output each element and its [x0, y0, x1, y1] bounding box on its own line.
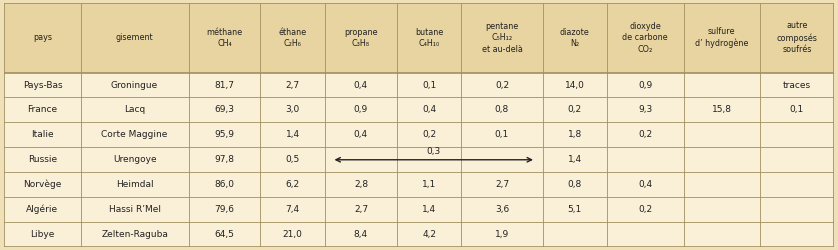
Bar — [4, 122, 834, 147]
Text: méthane
CH₄: méthane CH₄ — [206, 28, 242, 48]
Bar — [4, 3, 834, 72]
Text: Libye: Libye — [30, 230, 54, 239]
Text: Urengoye: Urengoye — [113, 155, 157, 164]
Text: 1,4: 1,4 — [422, 205, 437, 214]
Text: diazote
N₂: diazote N₂ — [560, 28, 590, 48]
Text: 8,4: 8,4 — [354, 230, 368, 239]
Text: 6,2: 6,2 — [286, 180, 300, 189]
Text: 0,9: 0,9 — [354, 106, 368, 114]
Text: 95,9: 95,9 — [215, 130, 235, 139]
Text: 0,2: 0,2 — [639, 205, 652, 214]
Text: France: France — [28, 106, 58, 114]
Text: Russie: Russie — [28, 155, 57, 164]
Text: 0,1: 0,1 — [789, 106, 804, 114]
Text: pentane
C₅H₁₂
et au-delà: pentane C₅H₁₂ et au-delà — [482, 22, 522, 54]
Bar — [4, 197, 834, 222]
Text: 1,4: 1,4 — [286, 130, 300, 139]
Text: Groningue: Groningue — [111, 80, 158, 90]
Text: 1,8: 1,8 — [567, 130, 582, 139]
Text: 0,8: 0,8 — [494, 106, 510, 114]
Text: 9,3: 9,3 — [639, 106, 653, 114]
Text: 1,1: 1,1 — [422, 180, 437, 189]
Text: 2,7: 2,7 — [495, 180, 509, 189]
Text: 14,0: 14,0 — [565, 80, 585, 90]
Text: 0,1: 0,1 — [494, 130, 510, 139]
Text: Zelten-Raguba: Zelten-Raguba — [101, 230, 168, 239]
Text: 69,3: 69,3 — [215, 106, 235, 114]
Text: Lacq: Lacq — [124, 106, 145, 114]
Text: 86,0: 86,0 — [215, 180, 235, 189]
Bar — [4, 222, 834, 247]
Bar — [4, 172, 834, 197]
Text: Italie: Italie — [31, 130, 54, 139]
Text: gisement: gisement — [116, 33, 153, 42]
Text: 7,4: 7,4 — [286, 205, 300, 214]
Text: propane
C₃H₈: propane C₃H₈ — [344, 28, 378, 48]
Text: 0,8: 0,8 — [567, 180, 582, 189]
Text: 15,8: 15,8 — [711, 106, 732, 114]
Text: 0,2: 0,2 — [422, 130, 437, 139]
Text: 0,2: 0,2 — [639, 130, 652, 139]
Text: Algérie: Algérie — [26, 205, 59, 214]
Text: 0,5: 0,5 — [286, 155, 300, 164]
Text: 1,9: 1,9 — [494, 230, 510, 239]
Bar — [4, 98, 834, 122]
Text: autre
composés
soufrés: autre composés soufrés — [777, 22, 817, 54]
Text: 0,9: 0,9 — [639, 80, 653, 90]
Bar — [4, 72, 834, 98]
Text: 0,4: 0,4 — [354, 130, 368, 139]
Text: pays: pays — [33, 33, 52, 42]
Text: 0,3: 0,3 — [427, 147, 441, 156]
Text: 0,4: 0,4 — [639, 180, 652, 189]
Text: 2,7: 2,7 — [286, 80, 300, 90]
Text: 0,4: 0,4 — [354, 80, 368, 90]
Text: 1,4: 1,4 — [567, 155, 582, 164]
Text: dioxyde
de carbone
CO₂: dioxyde de carbone CO₂ — [623, 22, 668, 54]
Text: 21,0: 21,0 — [282, 230, 303, 239]
Text: 0,2: 0,2 — [495, 80, 509, 90]
Text: 2,8: 2,8 — [354, 180, 368, 189]
Text: 0,2: 0,2 — [567, 106, 582, 114]
Text: 81,7: 81,7 — [215, 80, 235, 90]
Text: Heimdal: Heimdal — [116, 180, 153, 189]
Text: Norvège: Norvège — [23, 180, 62, 190]
Text: Corte Maggine: Corte Maggine — [101, 130, 168, 139]
Text: 0,1: 0,1 — [422, 80, 437, 90]
Bar — [4, 147, 834, 172]
Text: éthane
C₂H₆: éthane C₂H₆ — [279, 28, 307, 48]
Text: 3,6: 3,6 — [494, 205, 510, 214]
Text: 79,6: 79,6 — [215, 205, 235, 214]
Text: 0,4: 0,4 — [422, 106, 437, 114]
Text: butane
C₄H₁₀: butane C₄H₁₀ — [415, 28, 443, 48]
Text: 5,1: 5,1 — [567, 205, 582, 214]
Text: sulfure
d’ hydrogène: sulfure d’ hydrogène — [696, 27, 748, 48]
Text: 2,7: 2,7 — [354, 205, 368, 214]
Text: Hassi R’Mel: Hassi R’Mel — [109, 205, 161, 214]
Text: 97,8: 97,8 — [215, 155, 235, 164]
Text: traces: traces — [783, 80, 811, 90]
Text: Pays-Bas: Pays-Bas — [23, 80, 62, 90]
Text: 4,2: 4,2 — [422, 230, 436, 239]
Text: 64,5: 64,5 — [215, 230, 235, 239]
Text: 3,0: 3,0 — [286, 106, 300, 114]
